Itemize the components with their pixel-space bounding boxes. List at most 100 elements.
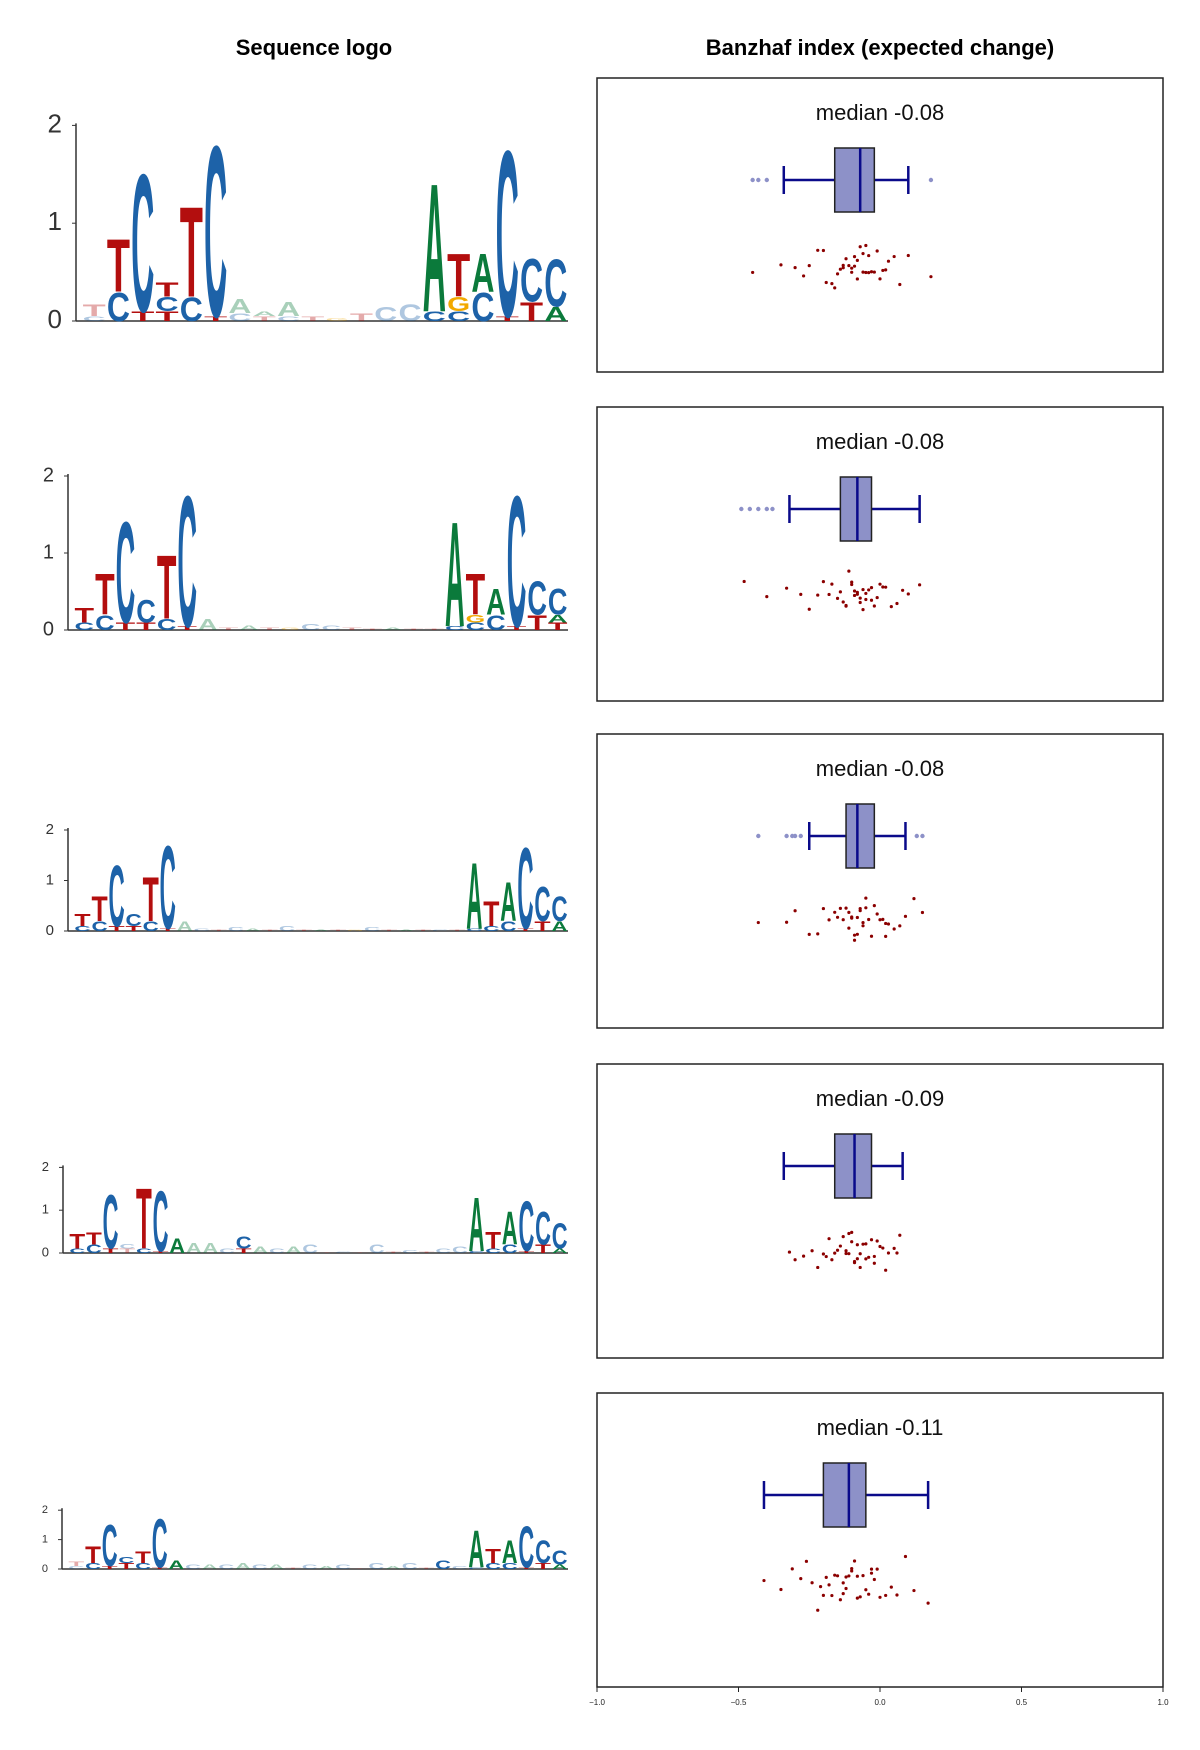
logo-letter: C — [83, 315, 106, 323]
right-column-title: Banzhaf index (expected change) — [706, 35, 1054, 60]
jitter-point — [864, 906, 868, 910]
logo-letter: T — [143, 864, 159, 935]
jitter-point — [810, 1249, 814, 1253]
logo-letter: C — [517, 824, 533, 953]
logo-letter: C — [116, 493, 136, 653]
panel-frame — [596, 77, 1164, 373]
jitter-point — [861, 252, 865, 256]
logo-letter: T — [262, 929, 278, 931]
jitter-point — [821, 1593, 826, 1597]
logo-letter: C — [368, 1562, 384, 1571]
logo-letter: T — [95, 562, 115, 627]
logo-letter: A — [168, 1558, 184, 1572]
logo-letter: A — [466, 843, 482, 949]
jitter-point — [821, 580, 826, 584]
logo-letter: T — [535, 1242, 551, 1255]
jitter-point — [838, 590, 842, 594]
jitter-point — [841, 266, 845, 270]
jitter-point — [850, 916, 854, 920]
logo-letter: T — [260, 627, 280, 631]
jitter-point — [864, 896, 868, 900]
jitter-point — [816, 1265, 820, 1270]
logo-letter: T — [156, 309, 179, 324]
logo-letter: C — [534, 877, 550, 932]
jitter-point — [841, 263, 845, 267]
jitter-point — [793, 266, 797, 270]
logo-letter: T — [535, 1562, 551, 1571]
logo-letter: T — [330, 930, 346, 932]
jitter-point — [827, 1237, 831, 1241]
logo-letter: T — [485, 1545, 501, 1568]
jitter-point — [847, 569, 851, 573]
panel-frame — [596, 733, 1164, 1029]
jitter-point — [875, 595, 879, 600]
jitter-point — [878, 582, 882, 586]
logo-letter: G — [466, 613, 486, 625]
jitter-point — [793, 1258, 797, 1262]
logo-letter: T — [102, 1565, 118, 1570]
jitter-point — [762, 1578, 766, 1583]
logo-letter: C — [452, 1245, 468, 1255]
logo-letter: T — [136, 621, 156, 633]
logo-letter: A — [228, 295, 251, 318]
jitter-point — [838, 1244, 842, 1248]
jitter-point — [872, 1577, 876, 1582]
jitter-point — [892, 927, 896, 931]
y-tick-label: 2 — [43, 464, 54, 486]
logo-letter: T — [518, 1567, 534, 1569]
logo-letter: T — [485, 1227, 501, 1253]
jitter-point — [884, 268, 888, 272]
jitter-point — [864, 1257, 868, 1261]
y-tick-label: 0 — [43, 618, 54, 640]
jitter-point — [850, 266, 854, 270]
logo-letter: C — [177, 457, 197, 667]
panel-title: median -0.11 — [817, 1415, 944, 1440]
jitter-point — [838, 1598, 842, 1602]
y-tick-label: 2 — [42, 1504, 48, 1516]
panel-title: median -0.08 — [816, 429, 944, 454]
jitter-point — [884, 1268, 888, 1272]
jitter-point — [850, 580, 854, 584]
jitter-point — [864, 1588, 868, 1592]
jitter-point — [844, 906, 848, 910]
jitter-point — [844, 1575, 848, 1579]
jitter-point — [886, 1251, 891, 1255]
jitter-point — [867, 917, 871, 922]
jitter-point — [850, 1240, 854, 1244]
logo-letter: C — [500, 918, 516, 934]
y-tick-label: 1 — [42, 1202, 49, 1217]
jitter-point — [855, 590, 859, 594]
jitter-point — [855, 258, 859, 262]
jitter-point — [872, 270, 876, 274]
logo-letter: T — [319, 1252, 335, 1253]
jitter-point — [852, 938, 857, 942]
jitter-point — [855, 915, 859, 920]
jitter-point — [835, 915, 840, 919]
jitter-point — [864, 243, 868, 248]
logo-letter: T — [136, 1170, 152, 1267]
jitter-point — [830, 282, 834, 286]
y-tick-label: 0 — [42, 1244, 49, 1259]
jitter-point — [886, 259, 891, 263]
outlier — [756, 833, 761, 839]
jitter-point — [844, 257, 848, 261]
logo-letter: A — [552, 1564, 568, 1571]
jitter-point — [790, 1567, 794, 1571]
logo-letter: G — [347, 930, 363, 932]
jitter-point — [830, 1258, 834, 1262]
logo-letter: A — [202, 1240, 218, 1257]
jitter-point — [867, 271, 871, 275]
jitter-point — [920, 910, 925, 915]
jitter-point — [881, 268, 885, 273]
logo-letter: T — [301, 315, 324, 323]
y-tick-label: 1 — [43, 541, 54, 563]
jitter-point — [807, 607, 811, 611]
logo-letter: T — [466, 562, 486, 627]
jitter-point — [779, 263, 783, 267]
box — [839, 476, 873, 542]
jitter-point — [833, 1573, 837, 1577]
logo-letter: C — [252, 1564, 268, 1571]
logo-letter: A — [252, 1245, 268, 1255]
jitter-point — [799, 1577, 803, 1581]
